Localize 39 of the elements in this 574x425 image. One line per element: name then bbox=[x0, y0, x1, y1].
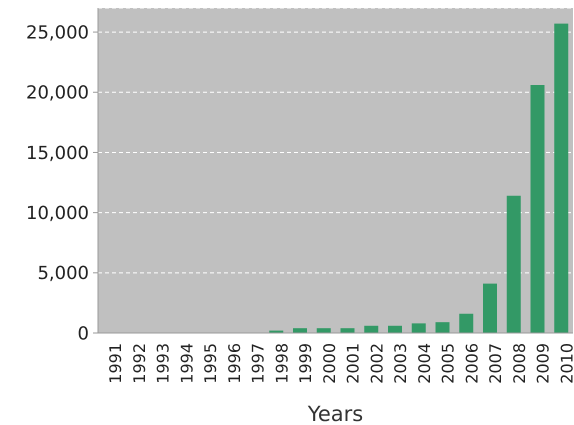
x-tick-label: 2010 bbox=[557, 343, 574, 384]
y-tick-label: 0 bbox=[78, 323, 89, 344]
bar bbox=[340, 328, 354, 333]
x-tick-label: 2007 bbox=[486, 343, 506, 384]
x-tick-label: 2001 bbox=[344, 343, 363, 384]
bar bbox=[483, 284, 497, 333]
y-tick-label: 5,000 bbox=[37, 263, 89, 284]
x-tick-label: 1996 bbox=[224, 343, 244, 384]
bar bbox=[459, 314, 474, 333]
bar bbox=[388, 326, 402, 333]
x-tick-label: 1992 bbox=[130, 343, 149, 384]
bar bbox=[364, 326, 378, 333]
bar bbox=[530, 85, 544, 333]
x-tick-label: 1995 bbox=[201, 343, 220, 384]
x-tick-label: 2002 bbox=[367, 343, 386, 384]
bar bbox=[293, 328, 307, 333]
x-tick-label: 1993 bbox=[154, 343, 173, 384]
x-tick-label: 1991 bbox=[106, 343, 126, 384]
bar bbox=[316, 328, 331, 333]
x-axis-title: Years bbox=[306, 402, 364, 425]
x-tick-label: 2009 bbox=[534, 343, 553, 384]
x-tick-label: 2005 bbox=[438, 343, 458, 384]
bar bbox=[412, 323, 426, 333]
x-tick-label: 1999 bbox=[296, 343, 316, 384]
x-tick-label: 2006 bbox=[462, 343, 482, 384]
x-tick-label: 2000 bbox=[320, 343, 339, 384]
bar bbox=[436, 322, 450, 333]
y-tick-label: 15,000 bbox=[26, 142, 89, 164]
x-tick-label: 1998 bbox=[272, 343, 292, 384]
x-tick-label: 1997 bbox=[248, 343, 268, 384]
x-tick-label: 2004 bbox=[414, 343, 434, 384]
y-tick-label: 25,000 bbox=[26, 22, 89, 44]
y-tick-label: 20,000 bbox=[26, 82, 89, 104]
x-tick-label: 2003 bbox=[391, 343, 410, 384]
bar bbox=[554, 24, 568, 333]
bar bbox=[506, 196, 521, 333]
x-tick-label: 1994 bbox=[177, 343, 196, 384]
x-tick-label: 2008 bbox=[510, 343, 529, 384]
y-tick-label: 10,000 bbox=[26, 203, 89, 224]
